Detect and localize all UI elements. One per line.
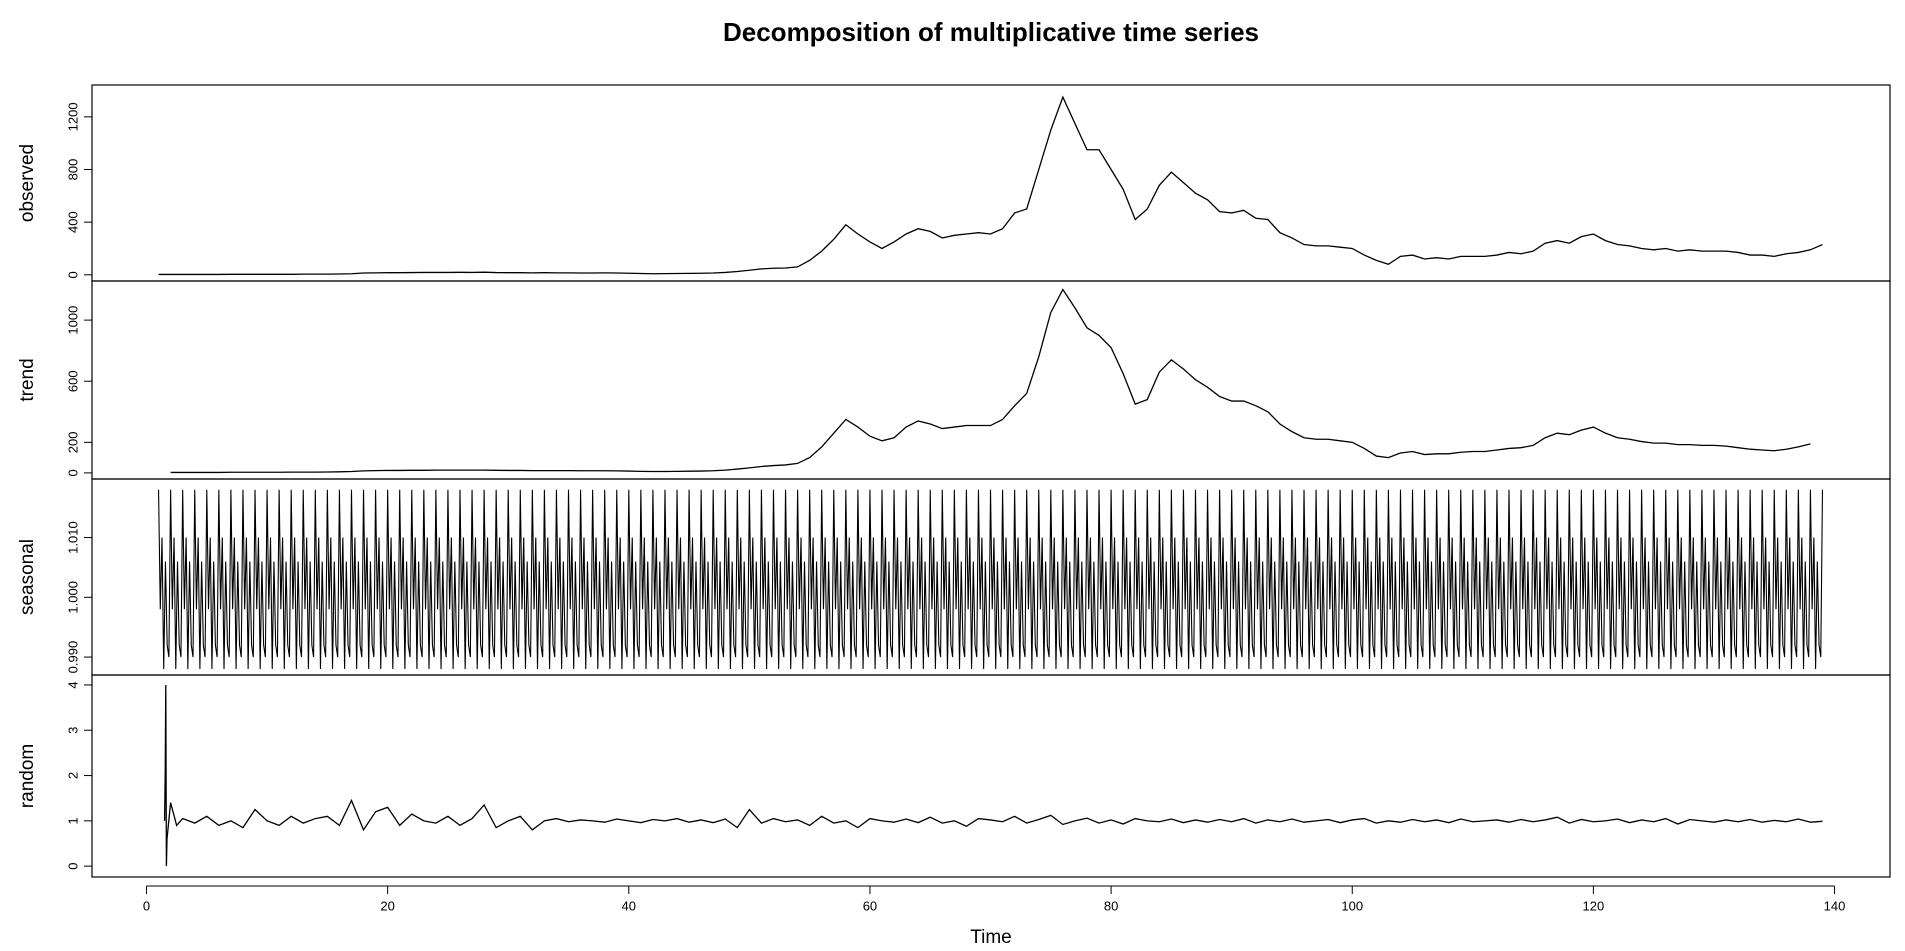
x-tick-label: 40 [622,898,636,913]
y-tick-label: 400 [65,211,80,233]
y-axis-label: trend [17,358,38,401]
y-axis-label: seasonal [17,539,38,615]
x-tick-label: 80 [1104,898,1118,913]
x-axis-label: Time [970,927,1012,948]
y-tick-label: 3 [65,727,80,734]
y-axis-label: observed [17,144,38,222]
y-tick-label: 200 [65,431,80,453]
x-tick-label: 60 [863,898,877,913]
seasonal-line [158,489,1824,670]
y-tick-label: 0.990 [65,641,80,674]
x-tick-label: 140 [1824,898,1846,913]
panel-frame [91,674,1891,878]
series-line [158,95,1823,276]
x-tick-label: 0 [143,898,150,913]
chart-title: Decomposition of multiplicative time ser… [723,17,1259,47]
y-tick-label: 0 [65,469,80,476]
series-line [170,288,1811,474]
y-tick-label: 1.010 [65,521,80,554]
series-line [163,684,1823,867]
y-tick-label: 0 [65,863,80,870]
y-tick-label: 600 [65,370,80,392]
y-axis-label: random [17,744,38,808]
x-tick-label: 20 [380,898,394,913]
y-tick-label: 0 [65,271,80,278]
panel-frame [91,280,1891,480]
x-tick-label: 120 [1583,898,1605,913]
y-tick-label: 1200 [65,102,80,131]
y-tick-label: 1.000 [65,581,80,614]
x-tick-label: 100 [1341,898,1363,913]
y-tick-label: 800 [65,159,80,181]
y-tick-label: 1 [65,817,80,824]
y-tick-label: 4 [65,681,80,688]
y-tick-label: 1000 [65,306,80,335]
y-tick-label: 2 [65,772,80,779]
panel-frame [91,84,1891,282]
